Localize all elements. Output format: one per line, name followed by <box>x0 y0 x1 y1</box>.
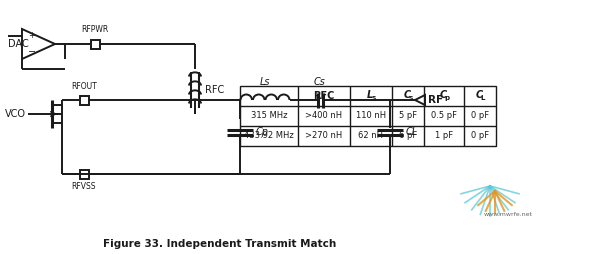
Text: C: C <box>439 90 446 100</box>
Text: 62 nH: 62 nH <box>359 132 383 140</box>
Bar <box>91 40 100 49</box>
Text: 0 pF: 0 pF <box>471 132 489 140</box>
Bar <box>79 169 89 179</box>
Text: s: s <box>409 95 413 101</box>
Bar <box>79 96 89 104</box>
Text: 5 pF: 5 pF <box>399 112 417 120</box>
Text: 1 pF: 1 pF <box>435 132 453 140</box>
Polygon shape <box>22 29 55 59</box>
Bar <box>240 86 496 146</box>
Polygon shape <box>415 95 425 105</box>
Text: Ls: Ls <box>260 77 270 87</box>
Text: >400 nH: >400 nH <box>305 112 343 120</box>
Text: Cp: Cp <box>256 127 269 137</box>
Text: C: C <box>403 90 410 100</box>
Text: VCO: VCO <box>5 109 26 119</box>
Text: p: p <box>445 95 449 101</box>
Text: CL: CL <box>406 127 418 137</box>
Text: RFC: RFC <box>313 91 335 101</box>
Text: RFOUT: RFOUT <box>71 82 97 91</box>
Text: 0.5 pF: 0.5 pF <box>431 112 457 120</box>
Text: DAC: DAC <box>8 39 29 49</box>
Text: www.mwrfe.net: www.mwrfe.net <box>484 212 533 216</box>
Text: Cs: Cs <box>314 77 326 87</box>
Text: 110 nH: 110 nH <box>356 112 386 120</box>
Text: RFC: RFC <box>205 85 224 95</box>
Text: −: − <box>28 47 36 57</box>
Text: 0 pF: 0 pF <box>471 112 489 120</box>
Text: Figure 33. Independent Transmit Match: Figure 33. Independent Transmit Match <box>103 239 337 249</box>
Text: L: L <box>481 95 485 101</box>
Text: C: C <box>475 90 482 100</box>
Text: 315 MHz: 315 MHz <box>251 112 287 120</box>
Text: L: L <box>367 90 373 100</box>
Text: RF: RF <box>428 95 443 105</box>
Text: 433.92 MHz: 433.92 MHz <box>244 132 294 140</box>
Text: >270 nH: >270 nH <box>305 132 343 140</box>
Text: s: s <box>372 95 376 101</box>
Text: RFVSS: RFVSS <box>72 182 96 191</box>
Text: RFPWR: RFPWR <box>82 25 109 34</box>
Text: 6 pF: 6 pF <box>399 132 417 140</box>
Text: +: + <box>29 31 35 40</box>
